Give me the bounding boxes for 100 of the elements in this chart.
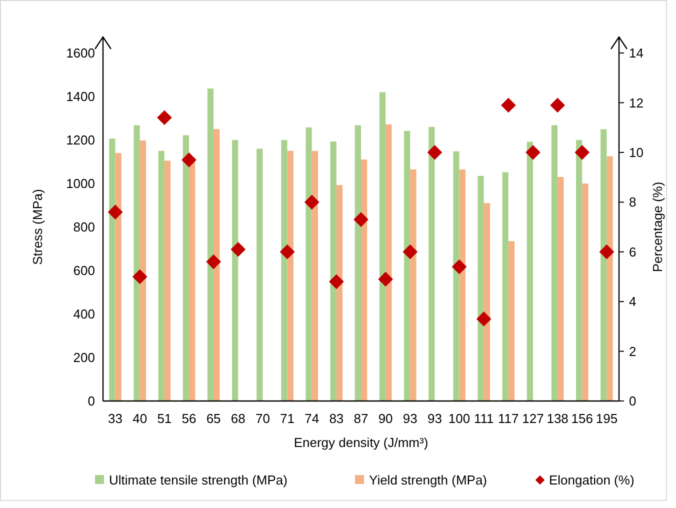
bar [115,153,122,401]
x-tick-label: 156 [571,411,593,426]
point [378,272,393,287]
y2-tick-label: 14 [629,46,644,61]
x-tick-label: 51 [157,411,172,426]
bar [182,135,189,401]
point [550,98,565,113]
y2-tick-label: 0 [629,394,636,409]
bar [140,140,146,401]
x-tick-label: 83 [329,411,344,426]
bar [189,160,196,401]
x-tick-label: 93 [427,411,442,426]
x-tick-label: 111 [474,411,494,426]
bar [484,203,490,401]
y2-tick-label: 6 [629,244,636,260]
x-tick-label: 138 [546,411,568,426]
point [304,194,320,210]
bar [354,125,361,401]
point [182,152,196,168]
point [280,244,295,260]
bar [558,176,564,401]
x-tick-label: 56 [182,411,196,426]
x-tick-label: 117 [498,411,519,426]
bar [134,125,140,401]
bar [551,125,558,401]
y-tick-label: 0 [88,394,95,409]
bar [207,88,214,401]
bar [281,140,288,401]
point [206,254,221,270]
y-tick-label: 1200 [66,132,95,148]
point [329,274,344,290]
y-tick-label: 200 [73,350,95,366]
point [354,212,368,227]
legend-label: Yield strength (MPa) [369,472,488,488]
point [108,204,123,220]
y-tick-label: 800 [73,220,95,235]
legend-label: Elongation (%) [549,472,634,488]
y2-tick-label: 2 [629,344,636,359]
x-tick-label: 40 [132,411,148,426]
bar [386,124,392,401]
bar [453,151,460,401]
bar [478,176,484,401]
x-tick-label: 71 [280,411,295,426]
bar [576,140,582,401]
x-tick-label: 195 [596,411,618,426]
x-tick-label: 70 [255,411,270,426]
x-tick-label: 74 [304,411,320,426]
point [526,145,540,160]
point [230,242,246,257]
point [574,145,590,160]
bar [287,150,294,401]
bar [214,129,220,401]
y-tick-label: 1000 [66,176,95,192]
point [599,244,614,260]
x-tick-label: 100 [448,411,470,426]
x-axis-title: Energy density (J/mm³) [294,435,428,450]
y-axis-title: Stress (MPa) [30,189,45,265]
bar [600,129,607,401]
point [476,312,492,326]
x-tick-label: 87 [354,411,368,426]
y-tick-label: 600 [73,263,95,278]
y-tick-label: 1400 [66,89,95,104]
bar [256,148,263,401]
bar [508,241,515,401]
point [402,244,418,260]
x-tick-label: 33 [108,411,123,426]
bar [164,160,171,401]
bar [109,138,116,401]
bar [428,126,435,401]
x-tick-label: 127 [522,411,544,426]
y-tick-label: 400 [73,306,95,322]
bar [582,184,588,401]
y2-tick-label: 12 [629,95,644,110]
y2-tick-label: 8 [629,194,636,210]
bar [306,127,312,401]
bar [606,156,613,401]
x-tick-label: 65 [206,411,221,426]
point [452,259,467,274]
legend-label: Ultimate tensile strength (MPa) [109,472,288,488]
bar [459,169,466,401]
bar [232,140,238,401]
bar [158,150,164,401]
point [501,98,516,113]
x-tick-label: 93 [402,411,418,426]
bar [312,150,318,401]
y2-axis-title: Percentage (%) [650,182,665,272]
bar [526,142,533,401]
point [132,269,148,284]
y-tick-label: 1600 [66,46,95,61]
bar [502,172,508,401]
bar [361,160,368,401]
bar [410,169,416,401]
point [157,110,172,126]
point [427,145,442,160]
x-tick-label: 90 [378,411,393,426]
y2-tick-label: 10 [629,144,644,160]
bar [330,142,336,401]
bar [379,92,386,401]
x-tick-label: 68 [230,411,246,426]
y2-tick-label: 4 [629,294,636,310]
